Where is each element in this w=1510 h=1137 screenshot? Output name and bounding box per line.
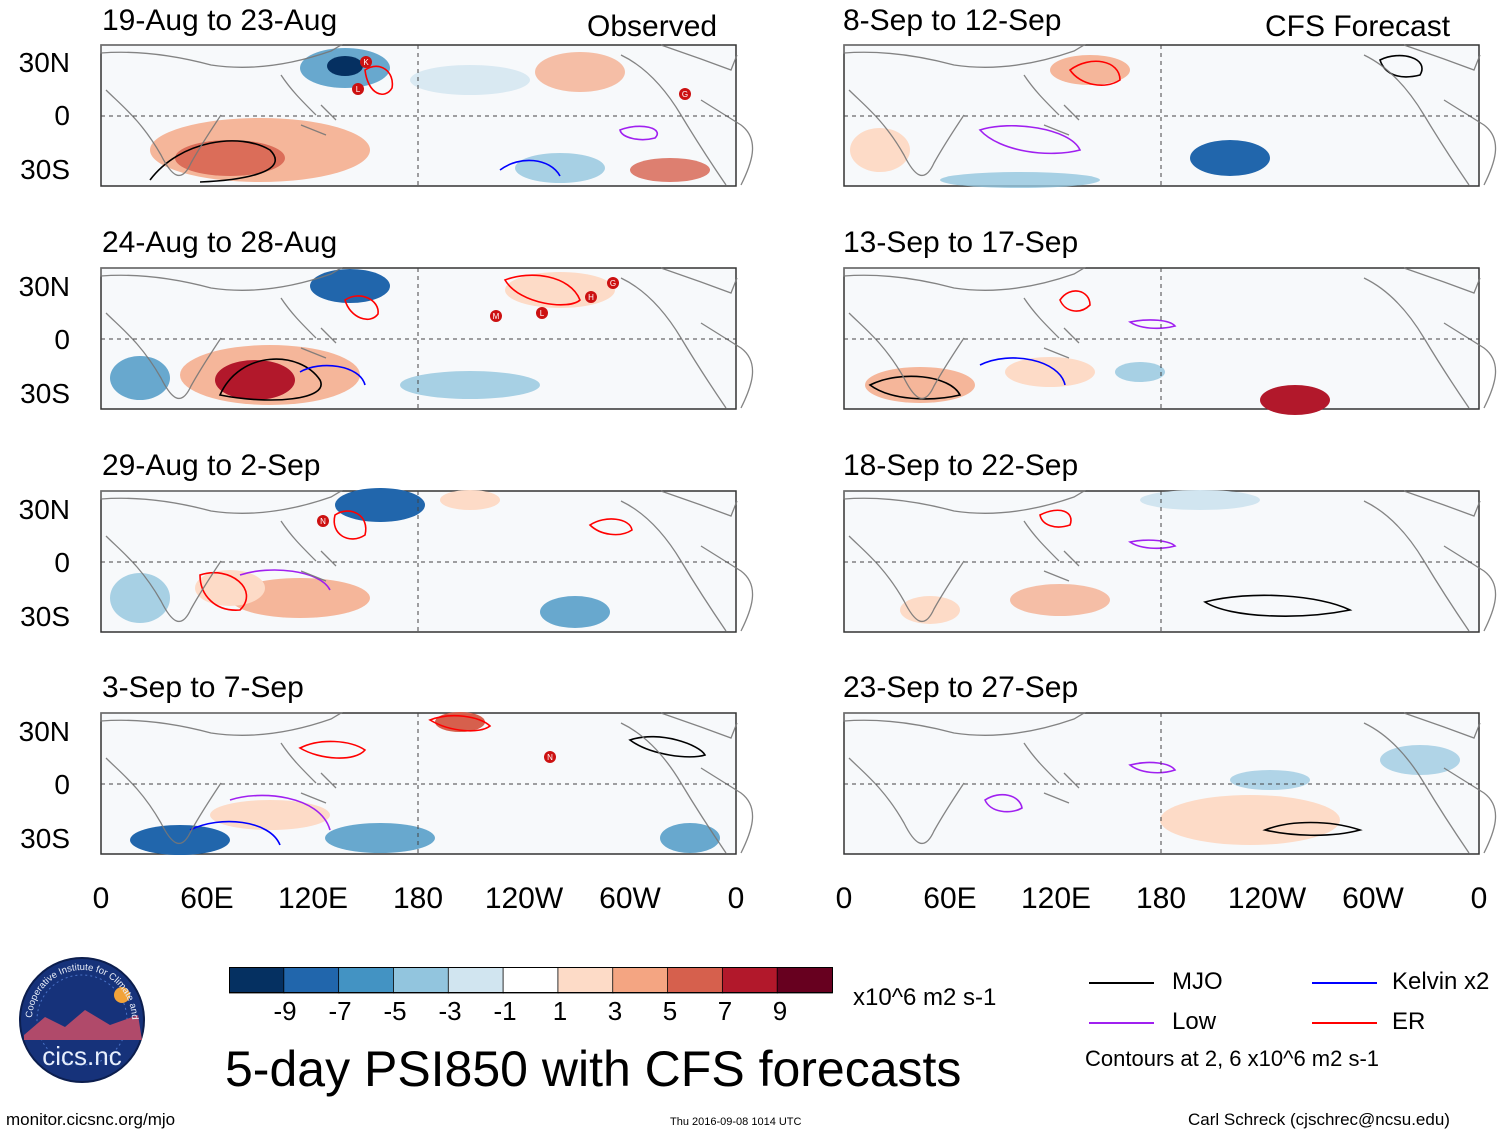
panel-title-obs-4: 3-Sep to 7-Sep (102, 671, 304, 704)
legend-note: Contours at 2, 6 x10^6 m2 s-1 (1085, 1046, 1380, 1071)
storm-label-obs-1b: L (356, 85, 361, 94)
map-panel-obs-2: M L H G (100, 267, 754, 410)
x-tick-left-180: 180 (392, 882, 444, 915)
legend-label-kelvin: Kelvin x2 (1392, 968, 1490, 995)
legend-label-er: ER (1392, 1008, 1426, 1035)
x-tick-left-60w: 60W (599, 882, 661, 915)
storm-label-obs-2c: H (588, 293, 594, 302)
storm-label-obs-2a: M (493, 312, 500, 321)
colorbar-cell (667, 967, 724, 994)
y-tick-30s-r3: 30S (20, 601, 70, 632)
colorbar-cell (776, 967, 833, 994)
cb-label-9: 9 (772, 996, 788, 1026)
map-panel-obs-3: N (100, 488, 754, 633)
colorbar-cell (338, 967, 395, 994)
cics-logo: Cooperative Institute for Climate and Sa… (10, 955, 145, 1083)
logo-main-text: cics.nc (42, 1041, 121, 1071)
cb-label-0: -9 (273, 996, 297, 1026)
colorbar-cell (502, 967, 559, 994)
panel-title-obs-3: 29-Aug to 2-Sep (102, 449, 321, 482)
x-tick-right-120w: 120W (1227, 882, 1307, 915)
map-panel-fc-1 (843, 44, 1497, 188)
y-tick-30s-r1: 30S (20, 154, 70, 185)
panel-title-fc-3: 18-Sep to 22-Sep (843, 449, 1079, 482)
map-panel-fc-4 (843, 712, 1497, 855)
y-tick-eq-r1: 0 (54, 100, 70, 131)
x-tick-right-60w: 60W (1342, 882, 1404, 915)
legend-swatch-er (1312, 1022, 1377, 1024)
author-credit: Carl Schreck (cjschrec@ncsu.edu) (1188, 1110, 1450, 1129)
x-tick-left-120w: 120W (484, 882, 564, 915)
colorbar-cell (612, 967, 669, 994)
x-tick-left-120e: 120E (277, 882, 349, 915)
storm-label-obs-1c: G (682, 90, 688, 99)
legend-swatch-kelvin (1312, 982, 1377, 984)
colorbar-cell (283, 967, 340, 994)
map-panel-fc-3 (843, 490, 1497, 633)
x-tick-left-0-end: 0 (727, 882, 745, 915)
colorbar-units: x10^6 m2 s-1 (853, 984, 997, 1011)
figure-title: 5-day PSI850 with CFS forecasts (225, 1041, 962, 1097)
x-tick-right-0: 0 (835, 882, 853, 915)
colorbar-cell (447, 967, 504, 994)
cb-label-2: -5 (383, 996, 407, 1026)
storm-label-obs-2d: G (610, 279, 616, 288)
y-tick-eq-r4: 0 (54, 769, 70, 800)
storm-label-obs-4a: N (547, 753, 553, 762)
panel-title-fc-1: 8-Sep to 12-Sep (843, 4, 1062, 37)
y-tick-eq-r2: 0 (54, 324, 70, 355)
panel-title-obs-1: 19-Aug to 23-Aug (102, 4, 338, 37)
y-tick-30n-r3: 30N (18, 494, 70, 525)
panel-title-fc-2: 13-Sep to 17-Sep (843, 226, 1079, 259)
legend-swatch-mjo (1089, 982, 1154, 984)
x-tick-right-180: 180 (1135, 882, 1187, 915)
storm-label-obs-2b: L (540, 309, 545, 318)
y-tick-30s-r2: 30S (20, 378, 70, 409)
cb-label-6: 3 (607, 996, 623, 1026)
y-tick-eq-r3: 0 (54, 547, 70, 578)
colorbar (229, 967, 833, 994)
cb-label-1: -7 (328, 996, 352, 1026)
colorbar-cell (229, 967, 285, 994)
colorbar-cell (557, 967, 614, 994)
cb-label-8: 7 (717, 996, 733, 1026)
map-panel-fc-2 (843, 267, 1497, 415)
y-tick-30n-r2: 30N (18, 271, 70, 302)
forecast-header: CFS Forecast (1265, 10, 1451, 43)
observed-header: Observed (587, 10, 718, 43)
x-tick-left-0: 0 (92, 882, 110, 915)
cb-label-7: 5 (662, 996, 678, 1026)
cb-label-5: 1 (552, 996, 568, 1026)
storm-label-obs-1a: K (363, 58, 369, 67)
y-tick-30n-r4: 30N (18, 716, 70, 747)
legend-label-mjo: MJO (1172, 968, 1223, 995)
y-tick-30n-r1: 30N (18, 47, 70, 78)
cb-label-3: -3 (438, 996, 462, 1026)
map-panel-obs-4: N (100, 712, 754, 855)
x-tick-left-60e: 60E (180, 882, 234, 915)
map-panel-obs-1: K L G (100, 44, 754, 187)
website-link[interactable]: monitor.cicsnc.org/mjo (6, 1110, 176, 1129)
timestamp: Thu 2016-09-08 1014 UTC (670, 1116, 802, 1128)
cb-label-4: -1 (493, 996, 517, 1026)
legend-label-low: Low (1172, 1008, 1217, 1035)
x-tick-right-60e: 60E (923, 882, 977, 915)
storm-label-obs-3a: N (320, 517, 326, 526)
panel-title-obs-2: 24-Aug to 28-Aug (102, 226, 338, 259)
colorbar-cell (721, 967, 779, 994)
panel-title-fc-4: 23-Sep to 27-Sep (843, 671, 1079, 704)
x-tick-right-0-end: 0 (1470, 882, 1488, 915)
colorbar-cell (393, 967, 450, 994)
y-tick-30s-r4: 30S (20, 823, 70, 854)
x-tick-right-120e: 120E (1020, 882, 1092, 915)
legend-swatch-low (1089, 1022, 1154, 1024)
